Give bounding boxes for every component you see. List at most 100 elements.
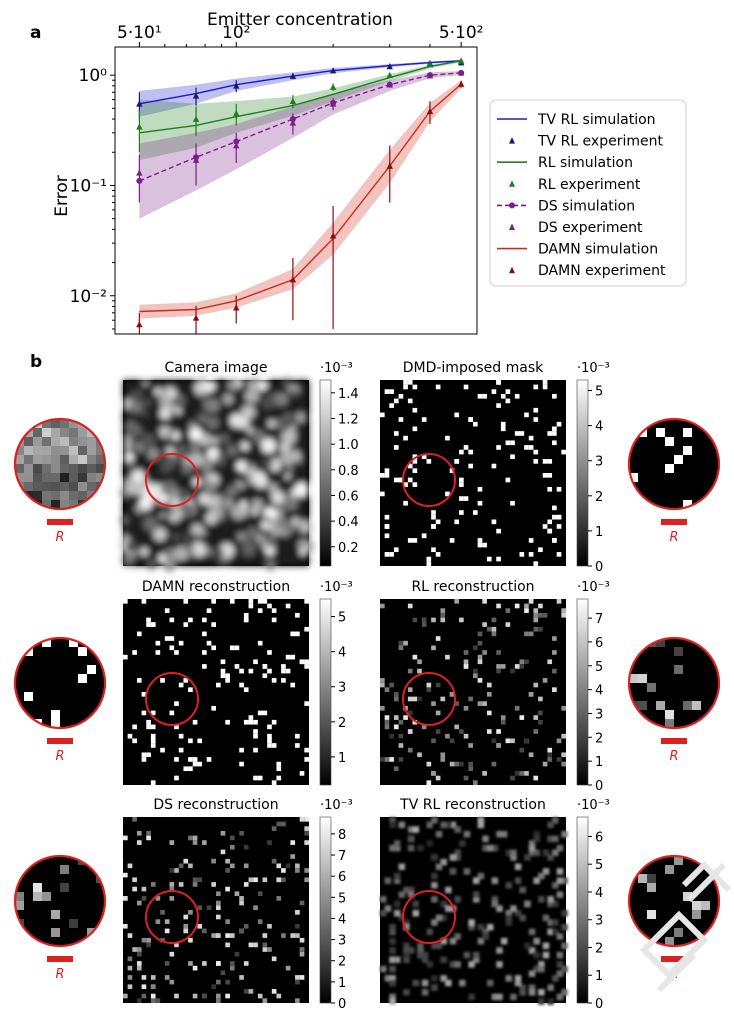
scale-bar [47, 738, 73, 744]
scale-bar-label: R [669, 749, 678, 764]
experiment-point [136, 123, 143, 130]
colorbar-tick-label: 2 [338, 955, 346, 970]
scale-bar-label: R [669, 530, 678, 545]
colorbar-tick-label: 0.8 [338, 464, 359, 479]
experiment-point [329, 100, 337, 107]
watermark-strokes [639, 860, 732, 993]
legend-marker [509, 223, 515, 230]
image-title: DS reconstruction [153, 797, 278, 813]
inset-border [627, 636, 721, 730]
experiment-point [426, 72, 434, 79]
experiment-point [289, 119, 297, 126]
experiment-point [329, 232, 337, 239]
experiment-point [136, 100, 143, 107]
inset-zoom [629, 419, 719, 509]
colorbar-tick-label: 3 [595, 914, 603, 929]
image-pixels [380, 817, 568, 1005]
scale-bar [47, 956, 73, 962]
legend-entry: DS experiment [538, 220, 643, 236]
colorbar-exponent: ·10⁻³ [320, 580, 353, 595]
experiment-point [289, 72, 297, 79]
experiment-point [426, 61, 434, 68]
colorbar-tick-label: 0 [595, 779, 603, 794]
watermark [639, 860, 732, 993]
colorbar-tick-label: 0 [595, 560, 603, 575]
legend-marker [509, 137, 515, 144]
colorbar-exponent: ·10⁻³ [577, 361, 610, 376]
experiment-point [136, 320, 143, 328]
colorbar-tick-label: 4 [595, 684, 603, 699]
legend-entry: DAMN simulation [538, 242, 658, 258]
colorbar-tick-label: 2 [595, 490, 603, 505]
sim-band-6 [139, 80, 462, 319]
image-panel-damn: DAMN reconstruction ·10⁻³ 5 4 3 2 1 R [13, 579, 353, 786]
experiment-point [457, 69, 465, 76]
experiment-point [329, 67, 337, 74]
colorbar-tick-label: 7 [338, 849, 346, 864]
x-axis-title: Emitter concentration [207, 10, 393, 30]
colorbar-tick-label: 1 [595, 755, 603, 770]
colorbar-tick-label: 2 [338, 716, 346, 731]
colorbar-tick-label: 8 [338, 828, 346, 843]
experiment-point [136, 169, 143, 176]
sim-band-0 [139, 59, 462, 117]
colorbar-tick-label: 7 [595, 612, 603, 627]
legend-entry: TV RL experiment [537, 134, 663, 150]
image-panel-camera: Camera image ·10⁻³ 1.4 1.2 1.0 0.8 0.6 0.4 0.2 R [13, 360, 359, 572]
experiment-point [386, 63, 393, 70]
panel-a-label: a [30, 23, 41, 43]
colorbar-tick-label: 3 [338, 934, 346, 949]
colorbar-tick-label: 1.2 [338, 412, 359, 427]
image-pixels [380, 380, 566, 566]
inset-zoom [629, 856, 719, 946]
y-tick-label: 10⁻¹ [70, 176, 107, 196]
colorbar-exponent: ·10⁻³ [577, 580, 610, 595]
colorbar-exponent: ·10⁻³ [577, 798, 610, 813]
inset-border [13, 636, 107, 730]
experiment-point [457, 80, 465, 87]
scale-bar [661, 956, 687, 962]
y-tick-label: 10⁻² [70, 287, 107, 307]
image-pixels [119, 376, 314, 572]
experiment-point [289, 97, 297, 105]
panel-b-label: b [30, 352, 42, 372]
colorbar [319, 598, 332, 786]
experiment-point [192, 92, 200, 99]
image-grid: Camera image ·10⁻³1.41.21.00.80.60.40.2R D… [13, 360, 721, 1012]
colorbar-exponent: ·10⁻³ [320, 798, 353, 813]
legend-entry: DS simulation [538, 198, 635, 214]
scale-bar [661, 519, 687, 525]
scale-bar [47, 519, 73, 525]
legend-marker [509, 266, 515, 274]
x-tick-label: 10² [222, 23, 250, 43]
scale-bar-label: R [55, 530, 64, 545]
legend-box [489, 99, 687, 287]
image-title: DMD-imposed mask [403, 360, 544, 376]
image-title: DAMN reconstruction [142, 579, 290, 595]
scale-bar [661, 738, 687, 744]
experiment-point [192, 314, 200, 321]
legend-entry: RL simulation [538, 155, 633, 171]
sim-band-2 [139, 59, 462, 161]
colorbar-tick-label: 5 [595, 385, 603, 400]
image-title: RL reconstruction [411, 579, 534, 595]
colorbar [576, 379, 589, 567]
roi-circle [402, 453, 456, 507]
roi-circle [402, 672, 456, 726]
colorbar-tick-label: 1 [338, 751, 346, 766]
experiment-points [136, 57, 465, 334]
roi-circle [145, 890, 199, 944]
colorbar-tick-label: 4 [595, 886, 603, 901]
sim-bands [139, 59, 462, 319]
colorbar [576, 816, 589, 1004]
experiment-point [386, 71, 393, 78]
x-tick-label: 5·10² [439, 23, 484, 43]
sim-line-6 [139, 83, 462, 313]
image-background [123, 599, 309, 785]
roi-circle [145, 453, 199, 507]
colorbar-tick-label: 0 [595, 997, 603, 1012]
sim-band-4 [139, 71, 462, 219]
colorbar-tick-label: 4 [338, 646, 346, 661]
legend-entry: TV RL simulation [537, 112, 656, 128]
